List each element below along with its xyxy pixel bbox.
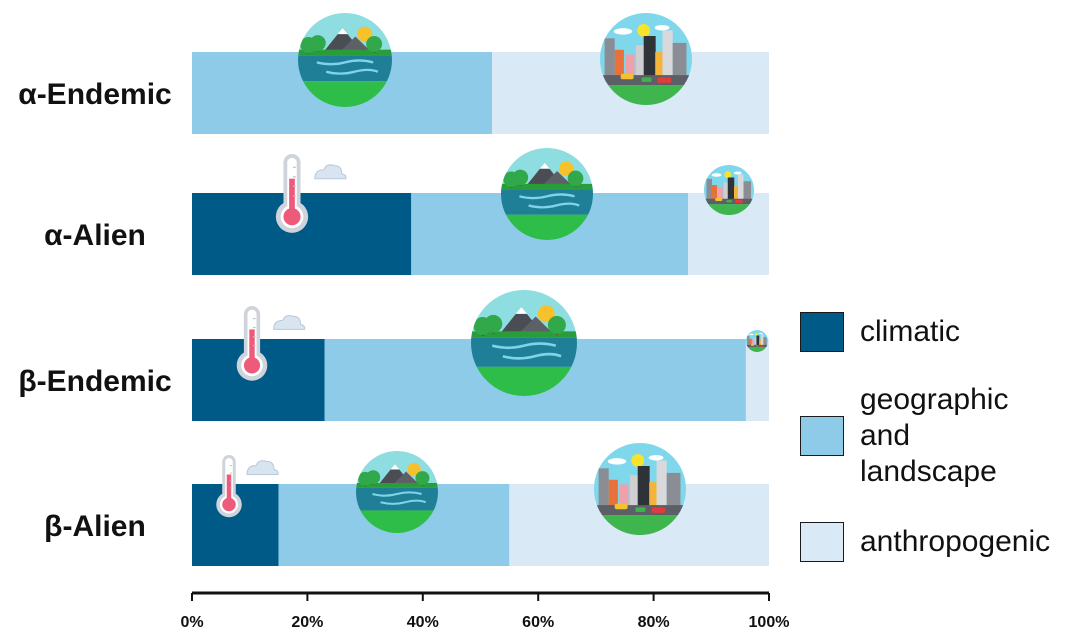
category-label-3: β-Alien	[44, 510, 146, 543]
category-label-0: α-Endemic	[18, 78, 171, 111]
category-label-2: β-Endemic	[18, 365, 171, 398]
x-tick-label-5: 100%	[749, 614, 790, 631]
landscape-icon	[356, 451, 438, 533]
x-tick-label-1: 20%	[291, 614, 323, 631]
city-icon	[746, 330, 768, 352]
legend: climatic geographic and landscape anthro…	[800, 300, 1070, 580]
thermometer-icon	[236, 306, 306, 381]
thermometer-icon	[275, 154, 347, 233]
legend-item-anthropogenic: anthropogenic	[800, 522, 1050, 562]
city-icon	[704, 165, 754, 215]
legend-label-climatic: climatic	[860, 315, 961, 348]
x-tick-label-0: 0%	[180, 614, 203, 631]
legend-label-anthropogenic: anthropogenic	[860, 525, 1051, 558]
x-tick-label-3: 60%	[522, 614, 554, 631]
thermometer-icon	[216, 455, 279, 518]
x-tick-label-4: 80%	[638, 614, 670, 631]
x-tick-label-2: 40%	[407, 614, 439, 631]
legend-item-geographic: geographic and landscape	[800, 382, 1008, 490]
legend-swatch-geographic	[800, 416, 844, 456]
legend-swatch-climatic	[800, 312, 844, 352]
city-icon	[600, 13, 692, 105]
legend-item-climatic: climatic	[800, 312, 960, 352]
category-label-1: α-Alien	[44, 219, 146, 252]
bar-anthropogenic-2	[745, 339, 769, 421]
legend-label-geographic: geographic and landscape	[860, 383, 1009, 488]
legend-swatch-anthropogenic	[800, 522, 844, 562]
